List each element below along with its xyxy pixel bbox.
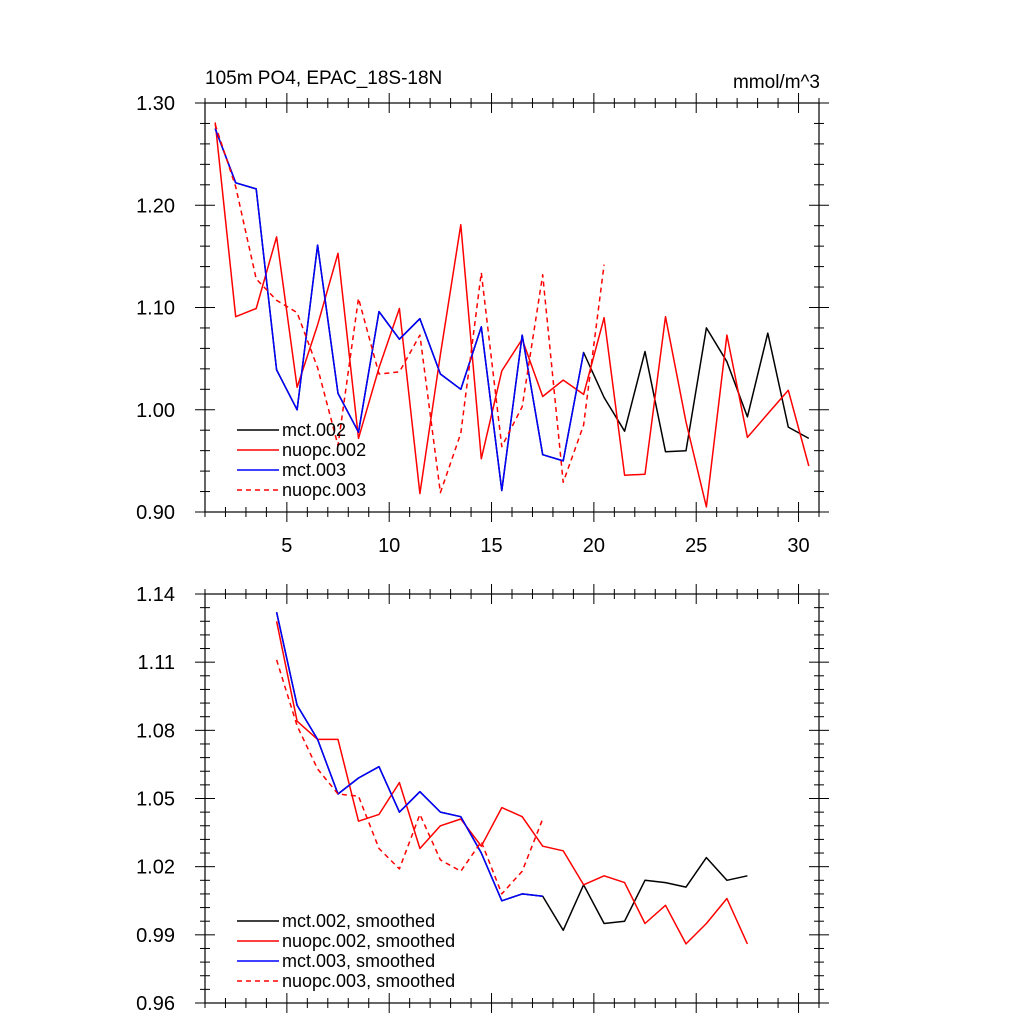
bottom-plot-frame xyxy=(204,593,820,1004)
legend-label: nuopc.002, smoothed xyxy=(282,931,455,951)
series-line-nuopc-002 xyxy=(214,122,810,508)
y-tick-label: 1.08 xyxy=(136,720,175,742)
y-tick-label: 1.05 xyxy=(136,789,175,811)
series-line-nuopc-003 xyxy=(214,124,605,494)
legend-label: nuopc.003, smoothed xyxy=(282,971,455,991)
x-tick-label: 20 xyxy=(583,535,605,557)
y-tick-label: 0.99 xyxy=(136,925,175,947)
legend-label: nuopc.003 xyxy=(282,480,366,500)
y-tick-label: 1.02 xyxy=(136,857,175,879)
series-line-nuopc-002-smoothed xyxy=(275,621,749,945)
y-tick-label: 0.90 xyxy=(136,502,175,524)
legend-label: mct.002, smoothed xyxy=(282,911,435,931)
series-line-nuopc-003-smoothed xyxy=(275,659,544,895)
top-plot-frame xyxy=(204,102,820,513)
bottom-series-layer xyxy=(275,612,749,945)
y-tick-label: 1.10 xyxy=(136,298,175,320)
bottom-panel: 0.96 0.99 1.02 1.05 1.08 1.11 1.14 mct.002, sm… xyxy=(136,584,829,1015)
bottom-axes-ticks: 0.96 0.99 1.02 1.05 1.08 1.11 1.14 xyxy=(136,584,829,1015)
series-line-mct-003 xyxy=(214,128,585,492)
y-tick-label: 1.30 xyxy=(136,93,175,115)
y-tick-label: 1.20 xyxy=(136,195,175,217)
chart-title: 105m PO4, EPAC_18S-18N xyxy=(205,68,442,89)
x-tick-label: 15 xyxy=(480,535,502,557)
y-tick-label: 1.14 xyxy=(136,584,175,606)
top-series-layer xyxy=(214,122,810,508)
legend-label: mct.003 xyxy=(282,460,346,480)
legend-label: mct.002 xyxy=(282,420,346,440)
x-tick-label: 5 xyxy=(281,535,292,557)
x-tick-label: 25 xyxy=(685,535,707,557)
legend-label: mct.003, smoothed xyxy=(282,951,435,971)
y-tick-label: 0.96 xyxy=(136,993,175,1015)
top-panel: 105m PO4, EPAC_18S-18N mmol/m^3 5 10 15 20 2… xyxy=(136,68,829,557)
units-label: mmol/m^3 xyxy=(733,72,820,93)
y-tick-label: 1.11 xyxy=(138,652,175,674)
top-axes-ticks: 5 10 15 20 25 30 0.90 1.00 1.10 1.20 1.30 xyxy=(136,93,829,557)
x-tick-label: 10 xyxy=(378,535,400,557)
y-tick-label: 1.00 xyxy=(136,400,175,422)
x-tick-label: 30 xyxy=(787,535,809,557)
legend-label: nuopc.002 xyxy=(282,440,366,460)
series-line-mct-003-smoothed xyxy=(275,612,543,902)
